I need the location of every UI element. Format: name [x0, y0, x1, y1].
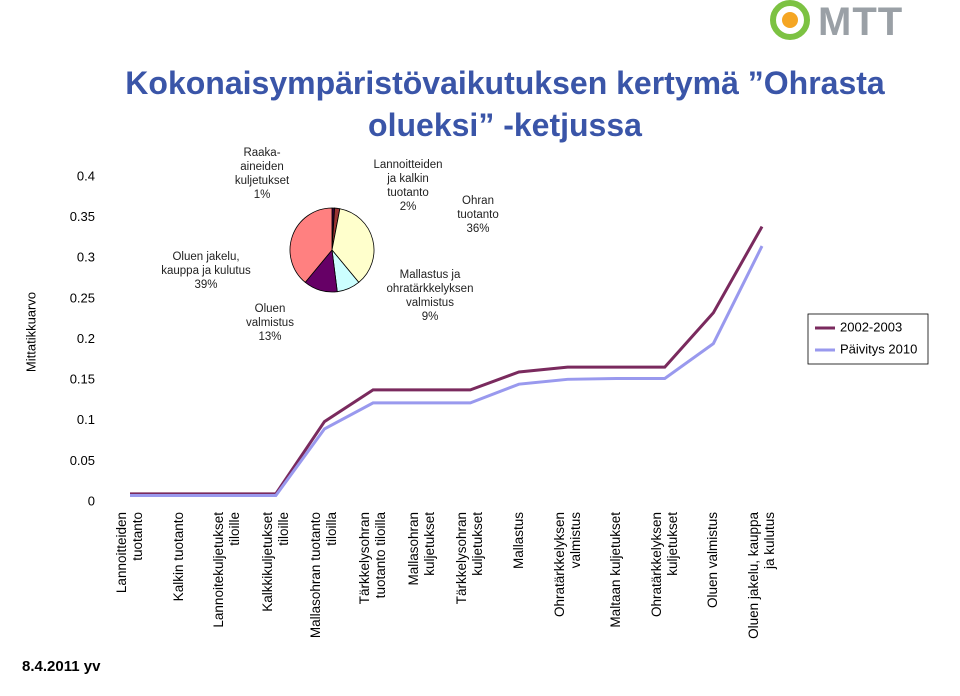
pie-value-label: 36%: [466, 223, 490, 235]
x-tick-label: Oluen jakelu, kauppa ja kulutus: [746, 512, 777, 639]
y-tick-label: 0: [88, 493, 95, 508]
legend-label: Päivitys 2010: [840, 341, 917, 356]
pie-label: Ohran tuotanto: [457, 195, 499, 221]
y-tick-label: 0.05: [70, 453, 95, 468]
logo-icon: [770, 0, 810, 40]
pie-label: Raaka-aineiden kuljetukset: [234, 147, 290, 187]
x-tick-label: Tärkkelysohran tuotanto tiloilla: [357, 512, 389, 605]
pie-slice: [289, 207, 333, 283]
chart-title: Kokonaisympäristövaikutuksen kertymä ”Oh…: [125, 65, 885, 143]
logo: MTT: [818, 0, 904, 44]
logo-icon: [782, 12, 798, 28]
pie-label: Oluen jakelu, kauppa ja kulutus: [161, 251, 251, 277]
pie-label: Lannoitteiden ja kalkin tuotanto: [373, 159, 443, 199]
x-tick-label: Mallasohran kuljetukset: [405, 512, 437, 586]
x-tick-label: Ohratärkkelyksen kuljetukset: [648, 512, 680, 618]
x-tick-label: Kalkkikuljetukset tiloille: [259, 512, 291, 612]
pie-value-label: 39%: [194, 279, 218, 291]
pie-value-label: 2%: [399, 201, 417, 213]
y-tick-label: 0.4: [77, 168, 95, 183]
pie-label: Mallastus ja ohratärkkelyksen valmistus: [386, 269, 474, 309]
date: 8.4.2011 yv: [22, 658, 101, 675]
y-tick-label: 0.3: [77, 250, 95, 265]
y-tick-label: 0.2: [77, 331, 95, 346]
y-tick-label: 0.25: [70, 290, 95, 305]
x-tick-label: Tärkkelysohran kuljetukset: [454, 512, 486, 605]
y-tick-label: 0.15: [70, 372, 95, 387]
x-tick-label: Maltaan kuljetukset: [608, 512, 624, 628]
x-tick-label: Lannoitteiden tuotanto: [114, 512, 145, 594]
x-tick-label: Mallasohran tuotanto tiloilla: [308, 512, 340, 639]
x-tick-label: Lannoitekuljetukset tiloille: [211, 512, 243, 628]
legend-box: [807, 313, 929, 365]
pie-value-label: 9%: [421, 311, 439, 323]
series-line: [130, 225, 764, 496]
x-tick-label: Mallastus: [510, 512, 526, 570]
x-tick-label: Ohratärkkelyksen valmistus: [551, 512, 583, 618]
y-tick-label: 0.1: [77, 412, 95, 427]
x-tick-label: Kalkin tuotanto: [170, 512, 186, 602]
x-tick-label: Oluen valmistus: [705, 512, 721, 609]
pie-value-label: 1%: [253, 189, 271, 201]
series-line: [130, 245, 764, 497]
pie-value-label: 13%: [258, 331, 282, 343]
legend-label: 2002-2003: [840, 319, 902, 334]
pie-slice: [331, 208, 375, 283]
pie-label: Oluen valmistus: [246, 303, 294, 329]
y-axis-label: Mittatikkuarvo: [23, 292, 38, 372]
y-tick-label: 0.35: [70, 209, 95, 224]
